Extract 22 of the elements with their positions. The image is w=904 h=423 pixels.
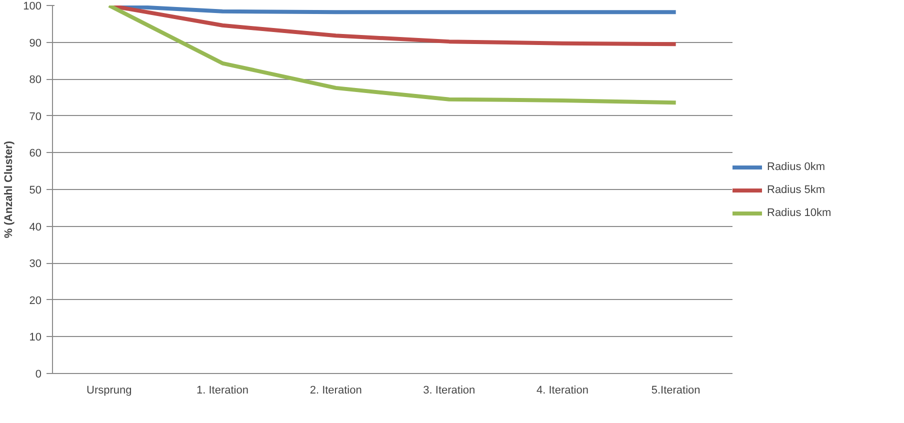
y-tick-label: 30 [29, 258, 42, 270]
x-tick-label: Ursprung [86, 384, 132, 396]
legend-label: Radius 5km [767, 184, 826, 196]
y-tick-label: 100 [23, 0, 42, 12]
x-tick-label: 2. Iteration [310, 384, 362, 396]
x-tick-label: 4. Iteration [536, 384, 588, 396]
y-tick-label: 50 [29, 184, 42, 196]
legend-label: Radius 0km [767, 161, 826, 173]
y-tick-label: 40 [29, 221, 42, 234]
y-tick-label: 90 [29, 37, 42, 50]
legend-label: Radius 10km [767, 207, 832, 219]
x-tick-label: 1. Iteration [196, 384, 248, 396]
line-series [107, 6, 678, 105]
y-tick-label: 10 [29, 332, 42, 344]
x-tick-label: 3. Iteration [423, 384, 476, 396]
y-axis-title: % (Anzahl Cluster) [3, 140, 16, 238]
y-tick-label: 70 [29, 110, 42, 123]
y-tick-label: 60 [29, 148, 42, 160]
y-tick-label: 20 [29, 294, 42, 307]
x-tick-label: 5.Iteration [651, 384, 700, 396]
y-tick-label: 80 [29, 74, 42, 86]
y-tick-label: 0 [35, 368, 42, 380]
